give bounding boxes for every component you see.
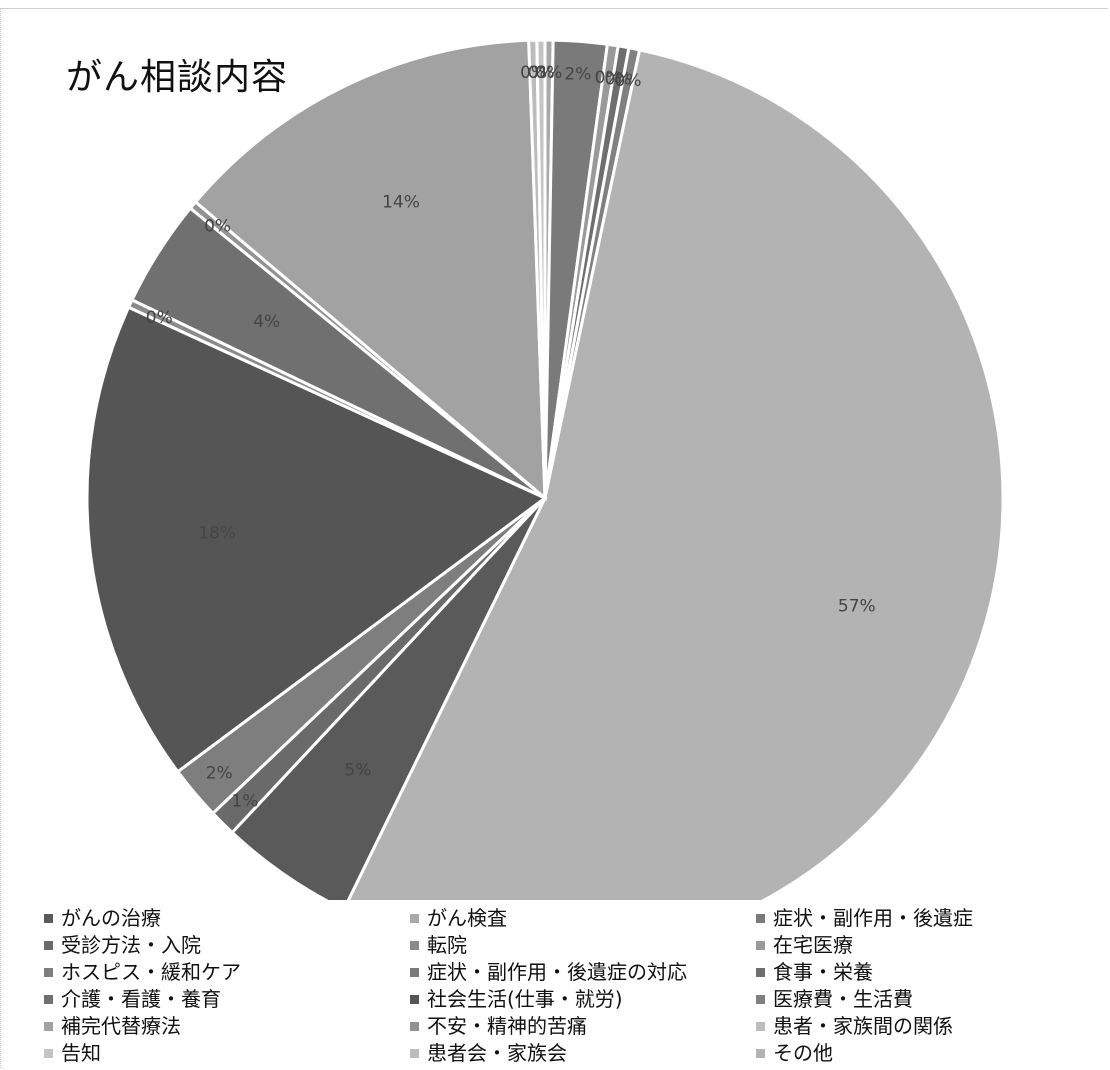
data-label-1: 2% (564, 64, 591, 84)
legend-label: 転院 (427, 933, 467, 957)
legend-swatch (44, 941, 53, 950)
legend-swatch (410, 995, 419, 1004)
legend-item: 社会生活(仕事・就労) (410, 986, 687, 1013)
chart-title: がん相談内容 (66, 57, 289, 98)
legend-label: 食事・栄養 (773, 960, 873, 984)
legend-label: 社会生活(仕事・就労) (427, 987, 623, 1011)
legend-label: がんの治療 (61, 906, 161, 930)
legend-column-2: がん検査転院症状・副作用・後遺症の対応 社会生活(仕事・就労) 不安・精神的苦痛 患者… (410, 905, 687, 1067)
legend-item: がんの治療 (44, 905, 241, 932)
legend-swatch (44, 1022, 53, 1031)
legend-label: 補完代替療法 (61, 1014, 181, 1038)
legend-label: 告知 (61, 1041, 101, 1065)
data-label-15: 0% (528, 63, 555, 83)
legend-label: その他 (773, 1041, 833, 1065)
data-label-13: 14% (382, 192, 420, 212)
legend-swatch (756, 1022, 765, 1031)
legend-swatch (44, 995, 53, 1004)
data-label-3: 0% (605, 69, 632, 89)
legend-item: がん検査 (410, 905, 687, 932)
legend-label: 不安・精神的苦痛 (427, 1014, 587, 1038)
data-label-5: 57% (838, 596, 876, 616)
legend-label: がん検査 (427, 906, 507, 930)
pie-slice-9 (85, 305, 548, 774)
legend-swatch (756, 968, 765, 977)
legend-swatch (44, 968, 53, 977)
legend-swatch (756, 914, 765, 923)
legend-swatch (44, 914, 53, 923)
legend-label: 医療費・生活費 (773, 987, 913, 1011)
legend-swatch (410, 914, 419, 923)
pie-chart: 0% 2% 0%0%0%57%5%1%2%18%0% 4%0%14%0%0% (85, 38, 1005, 900)
legend-swatch (410, 941, 419, 950)
legend-item: 在宅医療 (756, 932, 973, 959)
legend-swatch (410, 1022, 419, 1031)
data-label-14: 0% (520, 63, 547, 83)
legend-label: 症状・副作用・後遺症の対応 (427, 960, 687, 984)
legend-column-1: がんの治療受診方法・入院ホスピス・緩和ケア 介護・看護・養育 補完代替療法 告知 (44, 905, 241, 1067)
legend-swatch (44, 1049, 53, 1058)
pie-slice-13 (193, 38, 547, 502)
data-label-4: 0% (615, 71, 642, 91)
legend-item: 不安・精神的苦痛 (410, 1013, 687, 1040)
chart-frame (0, 8, 1108, 1068)
data-label-7: 1% (231, 791, 258, 811)
data-label-9: 18% (198, 524, 236, 544)
data-label-10: 0% (146, 308, 173, 328)
legend-swatch (756, 1049, 765, 1058)
legend-swatch (410, 968, 419, 977)
legend-column-3: 症状・副作用・後遺症 在宅医療食事・栄養医療費・生活費患者・家族間の関係 その他 (756, 905, 973, 1067)
legend-label: 患者・家族間の関係 (773, 1014, 953, 1038)
legend-swatch (756, 941, 765, 950)
data-label-6: 5% (344, 761, 371, 781)
legend-label: 受診方法・入院 (61, 933, 201, 957)
legend-item: 食事・栄養 (756, 959, 973, 986)
legend-item: 受診方法・入院 (44, 932, 241, 959)
legend-label: 介護・看護・養育 (61, 987, 221, 1011)
data-label-12: 0% (204, 217, 231, 237)
legend-label: ホスピス・緩和ケア (61, 960, 241, 984)
pie-slice-5 (346, 48, 1005, 900)
legend-item: 患者会・家族会 (410, 1040, 687, 1067)
legend: がんの治療受診方法・入院ホスピス・緩和ケア 介護・看護・養育 補完代替療法 告知 がん検… (44, 905, 1104, 1065)
legend-swatch (756, 995, 765, 1004)
legend-item: 症状・副作用・後遺症の対応 (410, 959, 687, 986)
legend-swatch (410, 1049, 419, 1058)
legend-item: 症状・副作用・後遺症 (756, 905, 973, 932)
data-label-8: 2% (206, 763, 233, 783)
data-label-0: 0% (535, 63, 562, 83)
legend-item: その他 (756, 1040, 973, 1067)
legend-item: 告知 (44, 1040, 241, 1067)
legend-item: ホスピス・緩和ケア (44, 959, 241, 986)
legend-label: 患者会・家族会 (427, 1041, 567, 1065)
legend-item: 補完代替療法 (44, 1013, 241, 1040)
data-label-2: 0% (595, 68, 622, 88)
legend-label: 症状・副作用・後遺症 (773, 906, 973, 930)
legend-item: 転院 (410, 932, 687, 959)
data-label-11: 4% (253, 312, 280, 332)
legend-label: 在宅医療 (773, 933, 853, 957)
pie-slice-15 (535, 38, 547, 499)
legend-item: 介護・看護・養育 (44, 986, 241, 1013)
legend-item: 医療費・生活費 (756, 986, 973, 1013)
legend-item: 患者・家族間の関係 (756, 1013, 973, 1040)
